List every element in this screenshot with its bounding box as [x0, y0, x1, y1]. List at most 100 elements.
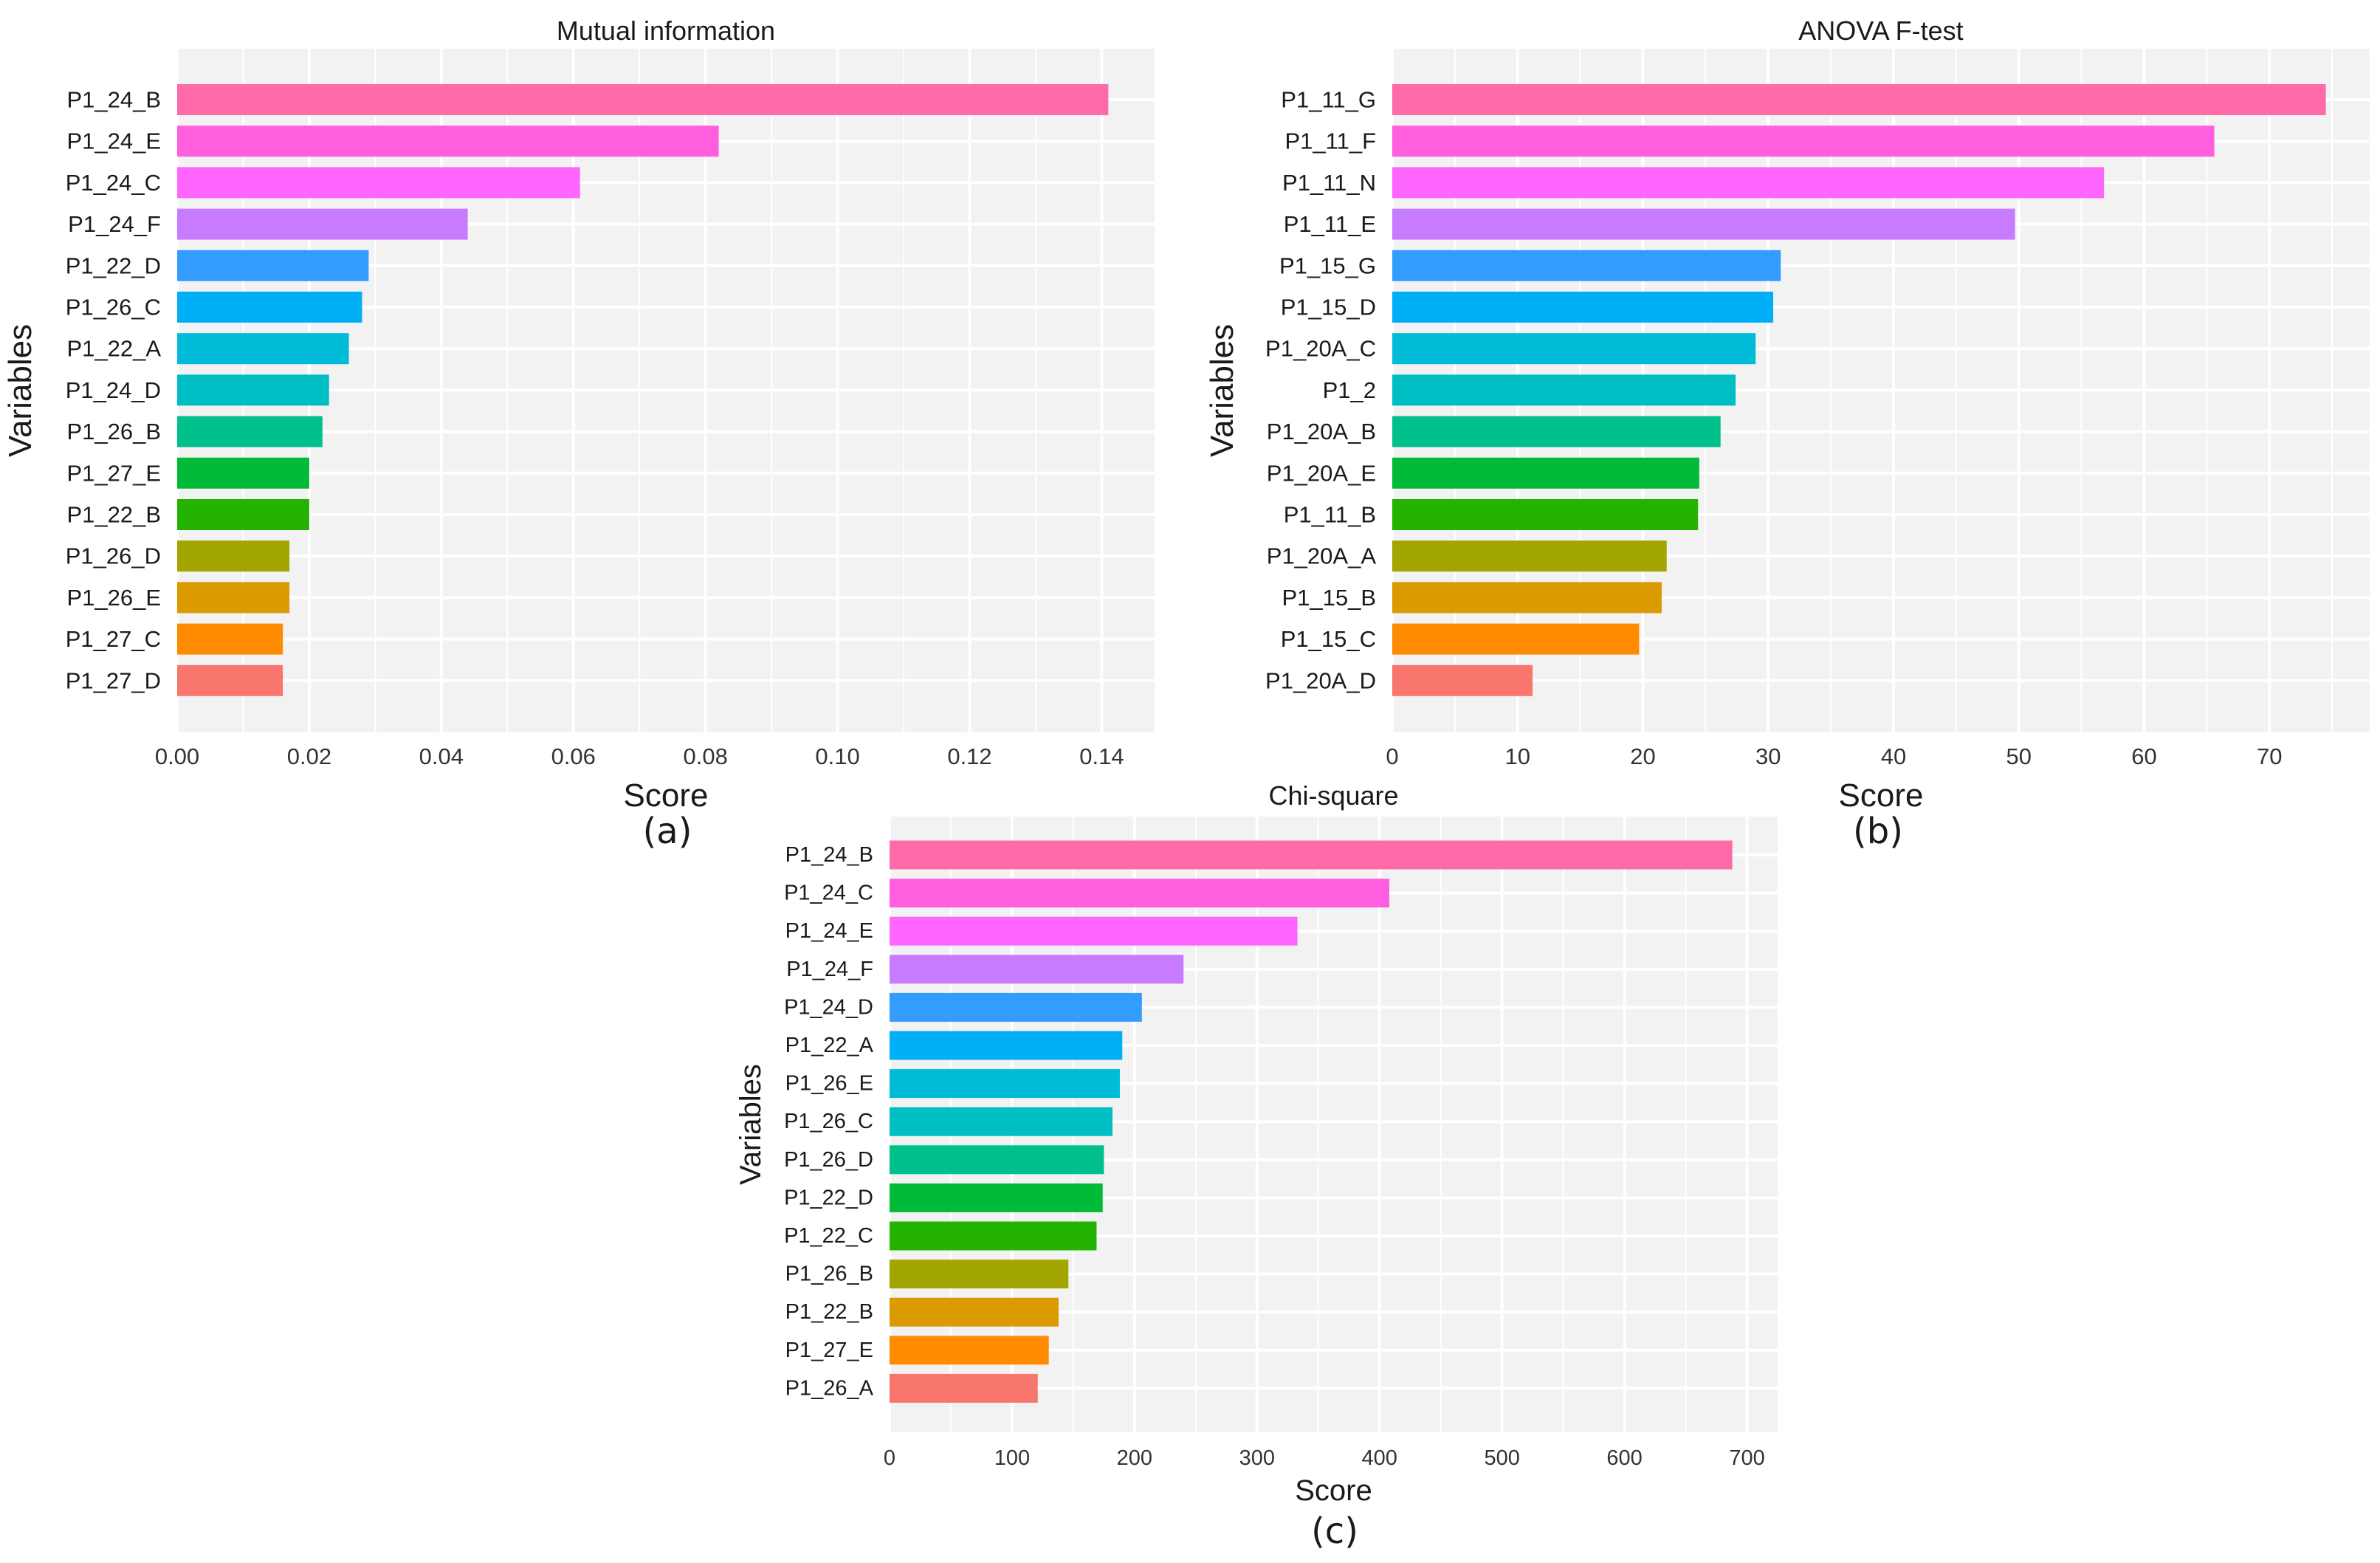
bar-p1-27-e: [890, 1336, 1049, 1365]
category-label: P1_26_E: [785, 1072, 873, 1096]
category-label: P1_20A_A: [1267, 543, 1377, 569]
category-label: P1_24_C: [784, 882, 873, 905]
bar-p1-27-e: [177, 457, 309, 489]
category-label: P1_15_B: [1282, 585, 1376, 611]
x-tick-label: 20: [1630, 743, 1655, 769]
bar-p1-22-d: [177, 250, 369, 281]
category-label: P1_11_N: [1282, 170, 1376, 196]
bar-p1-15-c: [1392, 623, 1640, 655]
bar-p1-26-e: [177, 582, 290, 614]
category-label: P1_26_E: [66, 585, 161, 611]
x-tick-label: 300: [1239, 1446, 1275, 1470]
bar-p1-24-f: [177, 208, 468, 240]
category-label: P1_15_G: [1279, 253, 1376, 278]
category-label: P1_24_D: [66, 377, 161, 403]
bar-p1-20a-e: [1392, 457, 1699, 489]
bar-p1-15-g: [1392, 250, 1781, 281]
bar-p1-2: [1392, 374, 1736, 406]
y-axis-label: Variables: [735, 1064, 767, 1185]
x-tick-label: 0.10: [815, 743, 859, 769]
category-label: P1_26_D: [66, 543, 161, 569]
x-tick-label: 10: [1505, 743, 1530, 769]
category-label: P1_24_E: [785, 919, 873, 943]
bar-p1-20a-c: [1392, 333, 1756, 365]
x-tick-label: 0.14: [1079, 743, 1124, 769]
x-tick-label: 0.02: [287, 743, 331, 769]
category-label: P1_26_B: [66, 419, 161, 444]
x-axis-label: Score: [624, 777, 709, 814]
bar-p1-26-c: [177, 292, 362, 323]
category-label: P1_24_B: [66, 87, 161, 113]
x-tick-label: 400: [1362, 1446, 1397, 1470]
chart-panel-2: P1_11_G P1_11_F P1_11_N P1_11_E P1_15_G P1_15…: [1204, 16, 2370, 852]
category-label: P1_27_E: [785, 1339, 873, 1362]
category-label: P1_2: [1323, 377, 1376, 403]
category-label: P1_20A_B: [1267, 419, 1376, 444]
bar-p1-11-g: [1392, 84, 2326, 115]
category-label: P1_26_C: [784, 1110, 873, 1133]
bar-p1-24-b: [177, 84, 1109, 115]
bar-p1-11-b: [1392, 499, 1699, 530]
bar-p1-26-b: [177, 416, 323, 447]
x-tick-label: 0: [884, 1446, 895, 1470]
category-label: P1_22_B: [785, 1300, 873, 1324]
x-tick-label: 100: [994, 1446, 1030, 1470]
x-tick-label: 0.08: [684, 743, 728, 769]
bar-p1-24-c: [177, 167, 580, 199]
x-axis-label: Score: [1295, 1474, 1372, 1507]
x-tick-label: 60: [2131, 743, 2156, 769]
bar-p1-22-d: [890, 1183, 1103, 1212]
chart-title: Mutual information: [557, 16, 775, 46]
category-label: P1_20A_C: [1265, 336, 1376, 362]
x-tick-label: 0.00: [155, 743, 199, 769]
bar-p1-15-d: [1392, 292, 1774, 323]
y-axis-label: Variables: [2, 324, 38, 457]
x-tick-label: 600: [1606, 1446, 1642, 1470]
bar-p1-24-f: [890, 955, 1184, 984]
bar-p1-24-e: [890, 916, 1298, 946]
bar-p1-27-d: [177, 664, 283, 696]
bar-p1-26-b: [890, 1260, 1069, 1289]
panel-label: (a): [643, 811, 692, 852]
category-label: P1_27_E: [66, 460, 161, 486]
category-label: P1_24_F: [786, 958, 873, 981]
category-label: P1_24_D: [784, 995, 873, 1019]
bar-p1-24-b: [890, 840, 1733, 870]
category-label: P1_26_D: [784, 1148, 873, 1172]
bar-p1-24-c: [890, 879, 1389, 908]
bar-p1-20a-d: [1392, 664, 1533, 696]
x-tick-label: 70: [2257, 743, 2282, 769]
bar-p1-24-d: [177, 374, 329, 406]
bar-p1-26-c: [890, 1107, 1112, 1136]
category-label: P1_22_A: [66, 336, 161, 362]
x-tick-label: 40: [1881, 743, 1906, 769]
category-label: P1_11_F: [1284, 128, 1376, 154]
category-label: P1_20A_E: [1267, 460, 1376, 486]
category-label: P1_22_D: [784, 1186, 873, 1209]
category-label: P1_15_C: [1281, 626, 1376, 652]
bar-p1-11-e: [1392, 208, 2015, 240]
category-label: P1_22_D: [66, 253, 161, 278]
x-tick-label: 0: [1386, 743, 1398, 769]
category-label: P1_26_A: [785, 1376, 874, 1400]
category-label: P1_20A_D: [1265, 667, 1376, 693]
bar-p1-26-d: [890, 1145, 1104, 1175]
x-tick-label: 200: [1117, 1446, 1152, 1470]
bar-p1-24-e: [177, 126, 719, 157]
bar-p1-22-a: [177, 333, 349, 365]
category-label: P1_26_C: [66, 295, 161, 320]
bar-p1-27-c: [177, 623, 283, 655]
chart-panel-1: P1_24_B P1_24_E P1_24_C P1_24_F P1_22_D P1_26…: [2, 16, 1155, 852]
bar-p1-11-f: [1392, 126, 2215, 157]
category-label: P1_22_B: [66, 502, 161, 528]
x-tick-label: 0.04: [419, 743, 464, 769]
bar-p1-20a-b: [1392, 416, 1721, 447]
panel-label: (c): [1311, 1511, 1358, 1552]
category-label: P1_11_E: [1284, 211, 1376, 237]
bar-p1-15-b: [1392, 582, 1662, 614]
bar-p1-22-a: [890, 1031, 1123, 1060]
category-label: P1_11_G: [1281, 87, 1376, 113]
x-tick-label: 0.12: [947, 743, 991, 769]
chart-panel-3: P1_24_B P1_24_C P1_24_E P1_24_F P1_24_D P1_22…: [735, 780, 1778, 1552]
x-axis-label: Score: [1839, 777, 1924, 814]
